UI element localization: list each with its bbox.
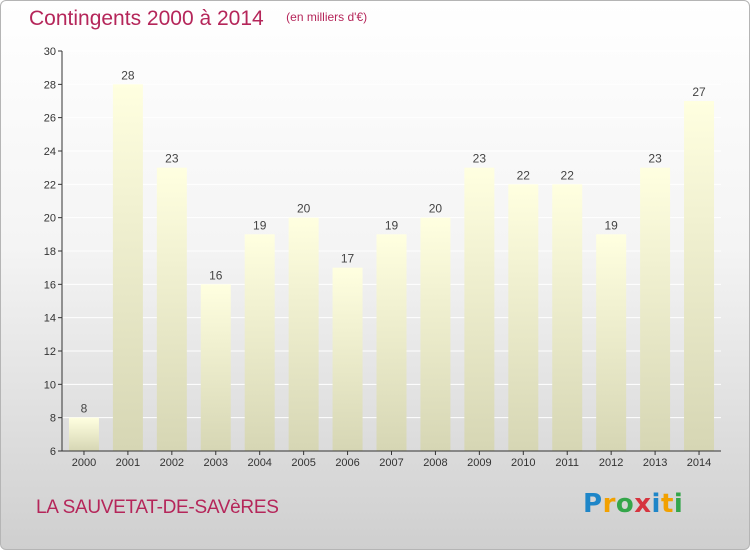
bar-2005 [288,217,319,451]
chart-unit: (en milliers d'€) [286,10,368,24]
x-tick-label: 2001 [116,457,140,469]
data-label: 22 [561,168,575,182]
bar-2007 [376,234,407,451]
chart-title: Contingents 2000 à 2014 [29,7,264,30]
x-tick-label: 2003 [204,457,228,469]
data-label: 20 [429,202,443,216]
data-label: 22 [517,168,531,182]
data-label: 23 [648,152,662,166]
logo-letter: t [660,489,674,519]
y-tick-label: 8 [50,413,56,425]
x-tick-label: 2005 [291,457,315,469]
title-row: Contingents 2000 à 2014 (en milliers d'€… [29,7,367,31]
bar-2001 [112,84,143,451]
data-labels: 8 28 23 16 19 20 17 19 20 23 22 22 19 23 27 [81,68,706,415]
logo-letter: r [602,489,616,519]
bar-2004 [244,234,275,451]
data-label: 19 [604,218,618,232]
x-tick-label: 2002 [160,457,184,469]
data-label: 16 [209,268,223,282]
data-label: 19 [253,218,267,232]
y-tick-label: 26 [44,113,56,125]
bar-2009 [464,167,495,451]
bar-2011 [552,184,583,452]
x-tick-label: 2008 [423,457,447,469]
data-label: 8 [81,402,88,416]
y-tick-label: 12 [44,346,56,358]
x-tick-label: 2004 [247,457,271,469]
bar-2006 [332,267,363,451]
y-tick-label: 16 [44,279,56,291]
logo-letter: i [651,489,661,519]
data-label: 19 [385,218,399,232]
logo-letter: P [583,489,603,519]
data-label: 23 [473,152,487,166]
commune-name: LA SAUVETAT-DE-SAVèRES [36,497,279,518]
bars [68,84,715,452]
data-label: 27 [692,85,706,99]
logo-letter: o [615,489,635,519]
x-tick-label: 2000 [72,457,96,469]
bar-2002 [156,167,187,451]
data-label: 20 [297,202,311,216]
x-tick-label: 2014 [687,457,711,469]
x-tick-label: 2012 [599,457,623,469]
bar-2008 [420,217,451,451]
x-tick-label: 2013 [643,457,667,469]
x-tick-label: 2007 [379,457,403,469]
y-tick-label: 10 [44,379,56,391]
y-tick-label: 6 [50,446,56,458]
bar-2012 [596,234,627,451]
y-tick-label: 14 [44,313,56,325]
y-tick-label: 24 [44,146,56,158]
logo-letter: i [673,489,684,519]
y-tick-label: 30 [44,46,56,58]
y-tick-label: 28 [44,79,56,91]
bar-2014 [684,101,715,451]
y-tick-label: 20 [44,213,56,225]
y-tick-label: 18 [44,246,56,258]
axes: 6 8 10 12 14 16 18 20 22 24 26 28 30 2000 2001 2002 2003… [44,46,721,469]
x-tick-label: 2011 [555,457,579,469]
bar-chart: 6 8 10 12 14 16 18 20 22 24 26 28 30 2000 2001 2002 2003… [44,46,721,469]
bar-2003 [200,284,231,451]
logo-letter: x [634,489,652,519]
y-tick-label: 22 [44,179,56,191]
x-tick-label: 2010 [511,457,535,469]
bar-2010 [508,184,539,452]
x-tick-label: 2006 [335,457,359,469]
bar-2000 [68,417,99,451]
bar-2013 [640,167,671,451]
data-label: 23 [165,152,179,166]
data-label: 17 [341,252,355,266]
x-tick-label: 2009 [467,457,491,469]
proxiti-logo[interactable]: Proxiti [583,489,683,519]
data-label: 28 [121,68,135,82]
